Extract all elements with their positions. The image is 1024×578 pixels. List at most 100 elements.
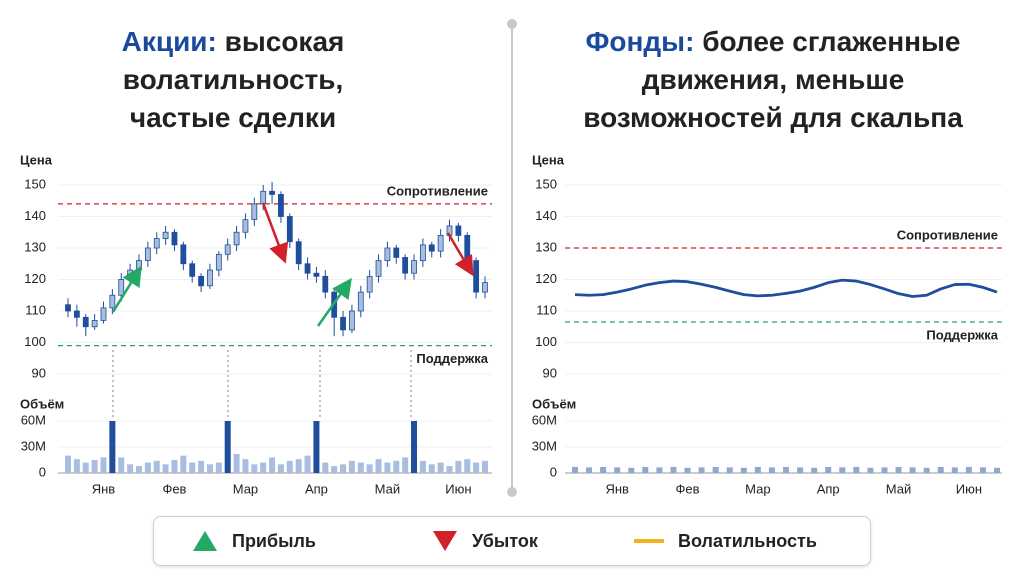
legend-label: Волатильность <box>678 530 817 551</box>
candle-body <box>171 231 178 246</box>
volume-bar <box>198 460 205 473</box>
volume-bar <box>206 464 213 473</box>
volume-bar <box>740 467 747 473</box>
resistance-label: Сопротивление <box>897 227 998 242</box>
volume-bar <box>153 460 160 473</box>
volume-tick-label: 60M <box>21 412 46 427</box>
volume-bar <box>251 464 258 473</box>
candle-body <box>313 272 320 277</box>
volume-bar <box>783 466 789 473</box>
volume-label: Объём <box>20 396 64 411</box>
support-label: Поддержка <box>416 351 488 366</box>
candle-body <box>437 234 444 252</box>
candle-body <box>366 275 373 293</box>
candle-body <box>109 294 116 309</box>
candle-body <box>136 260 142 271</box>
volume-bar <box>768 467 775 473</box>
volume-bar <box>384 462 391 473</box>
volume-bar <box>726 467 733 473</box>
candle-body <box>215 253 222 271</box>
volume-bar <box>614 467 621 473</box>
y-tick-label: 130 <box>535 239 557 254</box>
volume-bar <box>277 464 284 473</box>
title-text: более сглаженные движения, меньше возмож… <box>583 26 963 133</box>
x-tick-label: Мар <box>745 481 770 496</box>
candle-body <box>198 275 204 287</box>
volume-bar <box>162 464 169 473</box>
volume-bar <box>797 467 804 473</box>
price-line <box>574 278 998 298</box>
volume-bar <box>260 462 267 473</box>
volume-bar <box>839 467 846 473</box>
volume-bar <box>144 462 151 473</box>
volume-bar <box>464 459 471 473</box>
volume-bar <box>684 467 691 473</box>
candle-body <box>162 231 169 239</box>
volume-bar <box>340 464 347 473</box>
volume-bar <box>419 460 426 473</box>
volume-bar <box>825 466 832 473</box>
legend-marker <box>433 531 457 551</box>
candle-body <box>340 316 346 331</box>
x-tick-label: Июн <box>956 481 982 496</box>
candle-body <box>242 219 249 233</box>
volume-bar <box>428 464 435 473</box>
x-tick-label: Май <box>375 481 400 496</box>
candle-body <box>233 231 240 246</box>
candle-body <box>180 244 187 265</box>
support-label: Поддержка <box>926 327 998 342</box>
volume-bar <box>269 457 276 473</box>
y-tick-label: 100 <box>24 334 46 349</box>
trade-arrows <box>111 202 474 327</box>
y-tick-label: 110 <box>536 302 557 317</box>
y-tick-label: 120 <box>24 271 46 286</box>
volume-bar <box>951 467 958 473</box>
candle-body <box>118 279 125 296</box>
volume-bar <box>698 467 705 473</box>
divider <box>507 19 517 497</box>
x-tick-label: Май <box>886 481 911 496</box>
title-highlight: Акции: <box>121 26 217 57</box>
volume-bar <box>331 466 338 473</box>
x-tick-label: Июн <box>445 481 471 496</box>
y-axis-label: Цена <box>20 152 53 167</box>
candle-body <box>65 304 71 312</box>
candle-body <box>322 275 329 293</box>
volume-bar <box>73 459 80 473</box>
volume-bar <box>127 464 134 473</box>
volume-bar <box>642 466 649 473</box>
signal-guides <box>112 350 412 420</box>
x-tick-label: Фев <box>162 481 186 496</box>
candle-body <box>73 310 80 318</box>
volume-bar <box>348 460 355 473</box>
volume-bar <box>171 460 178 473</box>
title-text: высокая волатильность, частые сделки <box>122 26 345 133</box>
candle-body <box>349 310 355 331</box>
candle-body <box>269 190 275 195</box>
candle-body <box>428 244 435 252</box>
candle-body <box>286 216 293 243</box>
volume-bar <box>295 459 302 473</box>
volume-bar <box>600 466 607 473</box>
volume-bar <box>91 460 98 473</box>
volume-bar <box>313 421 320 473</box>
candle-body <box>127 269 134 280</box>
volume-bar <box>473 462 480 473</box>
volume-bar <box>437 462 444 473</box>
volume-label: Объём <box>532 396 576 411</box>
volume-bar <box>65 455 71 473</box>
candle-body <box>144 247 151 262</box>
y-tick-label: 90 <box>32 365 46 380</box>
volume-bar <box>189 462 196 473</box>
y-tick-label: 90 <box>543 365 557 380</box>
volume-bar <box>455 460 462 473</box>
legend-marker <box>193 531 217 551</box>
volume-bar <box>586 467 593 473</box>
volume-bar <box>811 467 818 473</box>
volume-bar <box>411 421 418 473</box>
legend-label: Убыток <box>472 530 538 551</box>
candle-body <box>82 316 89 328</box>
candle-body <box>278 194 284 217</box>
volume-bar <box>909 467 916 473</box>
volume-bar <box>100 457 107 473</box>
